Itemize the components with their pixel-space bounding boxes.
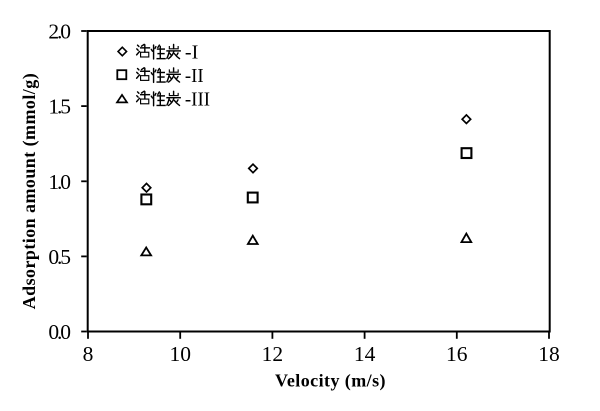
svg-text:0.0: 0.0	[48, 320, 71, 344]
svg-text:-II: -II	[185, 65, 204, 87]
svg-text:14: 14	[354, 342, 376, 366]
svg-text:12: 12	[262, 342, 284, 366]
svg-text:1.5: 1.5	[48, 95, 71, 119]
svg-text:8: 8	[83, 342, 94, 366]
svg-text:0.5: 0.5	[48, 245, 71, 269]
svg-text:1.0: 1.0	[48, 170, 71, 194]
svg-text:10: 10	[169, 342, 191, 366]
svg-text:2.0: 2.0	[48, 20, 71, 44]
svg-text:Adsorption amount (mmol/g): Adsorption amount (mmol/g)	[19, 73, 40, 309]
svg-text:18: 18	[538, 342, 560, 366]
svg-text:16: 16	[446, 342, 468, 366]
svg-text:-III: -III	[185, 88, 210, 110]
svg-text:Velocity (m/s): Velocity (m/s)	[275, 371, 386, 392]
svg-text:-I: -I	[185, 42, 198, 64]
